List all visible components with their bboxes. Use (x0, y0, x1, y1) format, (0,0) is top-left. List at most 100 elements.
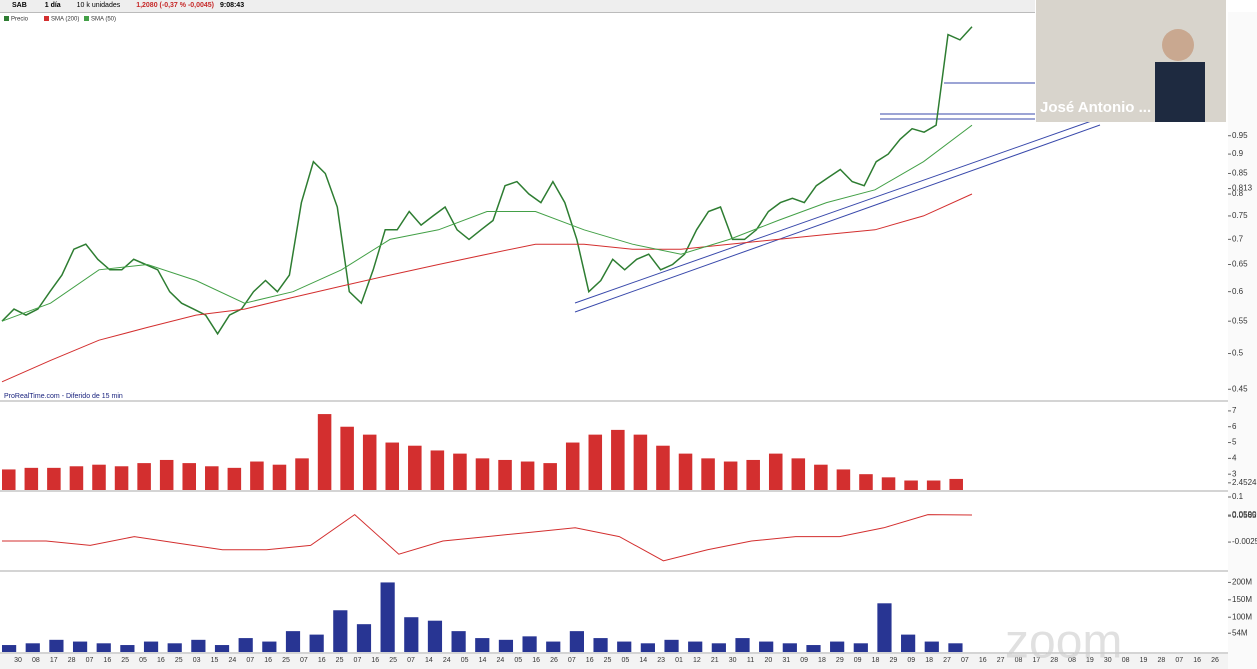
source: ProRealTime.com - Diferido de 15 min (4, 393, 123, 400)
y-tick-label: 0.55 (1232, 316, 1248, 325)
y-tick-label: 0.9 (1232, 149, 1244, 158)
x-tick-label: 03 (193, 657, 201, 664)
x-tick-label: 01 (675, 657, 683, 664)
symbol[interactable]: SAB (12, 2, 27, 9)
bar (385, 442, 400, 490)
bar (688, 641, 703, 652)
bar (498, 459, 512, 490)
x-tick-label: 12 (693, 657, 701, 664)
bar (948, 643, 963, 652)
bar (356, 624, 372, 652)
bar (214, 645, 230, 652)
y-tick-label: -0.0025 (1232, 537, 1257, 546)
bar (227, 467, 242, 490)
bar (475, 458, 490, 490)
bar (593, 638, 608, 652)
y-tick-label: 7 (1232, 406, 1237, 415)
bar (453, 453, 467, 490)
x-tick-label: 25 (175, 657, 183, 664)
units[interactable]: 10 k unidades (76, 2, 121, 9)
x-tick-label: 14 (479, 657, 487, 664)
bar (498, 639, 514, 652)
legend-swatch (4, 16, 9, 21)
bar (238, 638, 253, 652)
x-tick-label: 28 (1158, 657, 1166, 664)
y-tick-label: 0.65 (1232, 260, 1248, 269)
x-tick-label: 25 (121, 657, 129, 664)
y-tick-label: 0.813 (1232, 184, 1253, 193)
panel: 54M 100M 150M 200M 30 08 17 28 07 16 25 05 16 25 03 15 2… (0, 578, 1252, 669)
series-line (1, 193, 973, 383)
x-tick-label: 20 (764, 657, 772, 664)
trendline (574, 124, 1101, 313)
series-line (1, 26, 973, 336)
panel: 0.45 0.5 0.55 0.6 0.65 0.7 0.75 0.80.813 0.85 0.9… (0, 16, 1253, 402)
legend-swatch (84, 16, 89, 21)
x-tick-label: 25 (604, 657, 612, 664)
x-tick-label: 05 (514, 657, 522, 664)
x-tick-label: 07 (246, 657, 254, 664)
bar (137, 463, 151, 490)
bar (47, 467, 61, 490)
bar (853, 643, 868, 652)
bar (2, 469, 16, 490)
zoom-watermark: zoom (1005, 616, 1122, 669)
x-tick-label: 18 (925, 657, 933, 664)
x-tick-label: 30 (1104, 657, 1112, 664)
x-tick-label: 09 (907, 657, 915, 664)
period[interactable]: 1 día (44, 2, 61, 9)
axis-bg (1228, 12, 1257, 669)
bar (205, 466, 219, 490)
bar (656, 445, 670, 490)
bar (782, 643, 797, 652)
x-tick-label: 30 (14, 657, 22, 664)
x-tick-label: 29 (836, 657, 844, 664)
y-tick-label: 0.0590 (1232, 510, 1257, 519)
x-tick-label: 16 (532, 657, 540, 664)
date-axis-bg (0, 654, 1228, 669)
bar (285, 631, 301, 652)
bar (451, 631, 466, 652)
x-tick-label: 07 (354, 657, 362, 664)
bar (617, 641, 632, 652)
x-tick-label: 16 (318, 657, 326, 664)
bar (565, 442, 580, 490)
bar (926, 480, 941, 490)
bar (309, 634, 324, 652)
bar (546, 641, 561, 652)
bar (569, 631, 584, 652)
bar (746, 459, 760, 490)
bar (664, 639, 679, 652)
bar (830, 641, 845, 652)
bar (167, 643, 182, 652)
bar (611, 429, 625, 490)
bar (759, 641, 774, 652)
y-tick-label: 150M (1232, 595, 1252, 604)
x-tick-label: 30 (729, 657, 737, 664)
bar (806, 645, 821, 652)
x-tick-label: 08 (1122, 657, 1130, 664)
bar (340, 426, 354, 490)
y-tick-label: 0.0565 (1232, 511, 1257, 520)
bar (143, 641, 159, 652)
x-tick-label: 16 (264, 657, 272, 664)
y-tick-label: 5 (1232, 438, 1237, 447)
bar (159, 459, 174, 490)
x-tick-label: 08 (1015, 657, 1023, 664)
participant-name: José Antonio ... (1040, 99, 1151, 116)
x-tick-label: 23 (657, 657, 665, 664)
bar (522, 636, 537, 652)
bar (317, 414, 332, 490)
legend-label: SMA (200) (51, 17, 79, 23)
clock: 9:08:43 (219, 2, 245, 9)
bar (295, 458, 309, 490)
bar (814, 464, 828, 490)
x-tick-label: 31 (782, 657, 790, 664)
video-tile: José Antonio ... (1036, 0, 1226, 122)
x-tick-label: 26 (550, 657, 558, 664)
x-tick-label: 05 (461, 657, 469, 664)
x-tick-label: 24 (443, 657, 451, 664)
